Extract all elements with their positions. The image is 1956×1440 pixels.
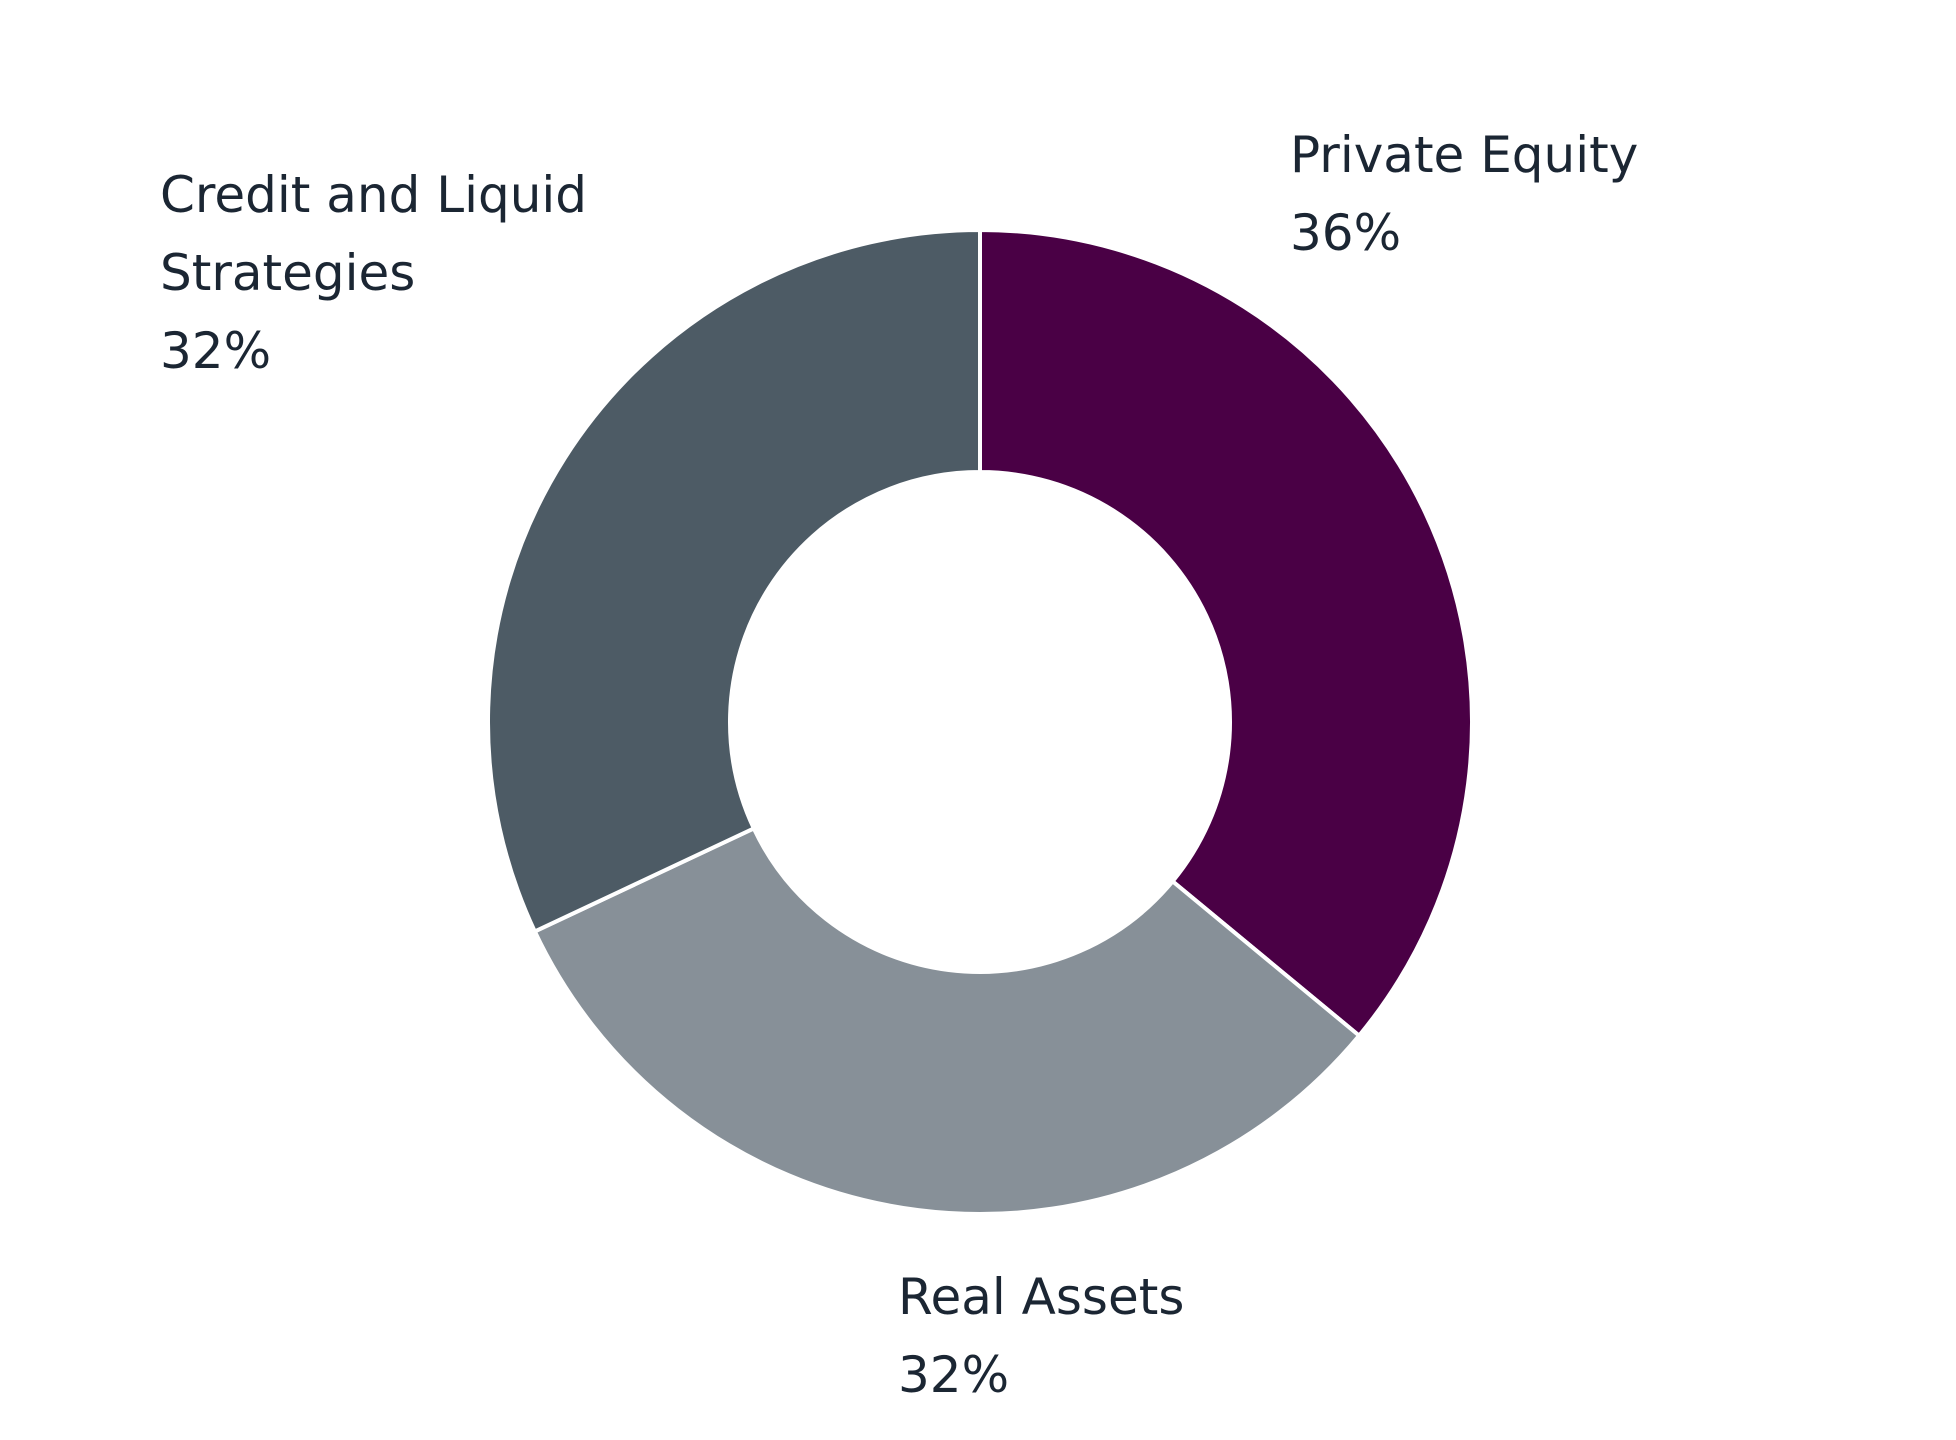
label-credit-liquid-name-line1: Credit and Liquid — [160, 166, 588, 224]
label-real-assets-percent: 32% — [898, 1346, 1010, 1404]
label-private-equity: Private Equity 36% — [1290, 116, 1638, 272]
slice-real-assets — [532, 825, 1362, 1216]
label-private-equity-name: Private Equity — [1290, 126, 1639, 184]
slice-credit-and-liquid-strategies — [486, 227, 982, 935]
label-credit-liquid-name-line2: Strategies — [160, 244, 416, 302]
donut-slices — [486, 227, 1474, 1216]
label-credit-liquid-percent: 32% — [160, 322, 272, 380]
label-real-assets: Real Assets 32% — [898, 1258, 1184, 1414]
label-real-assets-name: Real Assets — [898, 1268, 1185, 1326]
label-credit-liquid: Credit and Liquid Strategies 32% — [160, 156, 587, 390]
label-private-equity-percent: 36% — [1290, 204, 1402, 262]
slice-private-equity — [978, 227, 1474, 1039]
